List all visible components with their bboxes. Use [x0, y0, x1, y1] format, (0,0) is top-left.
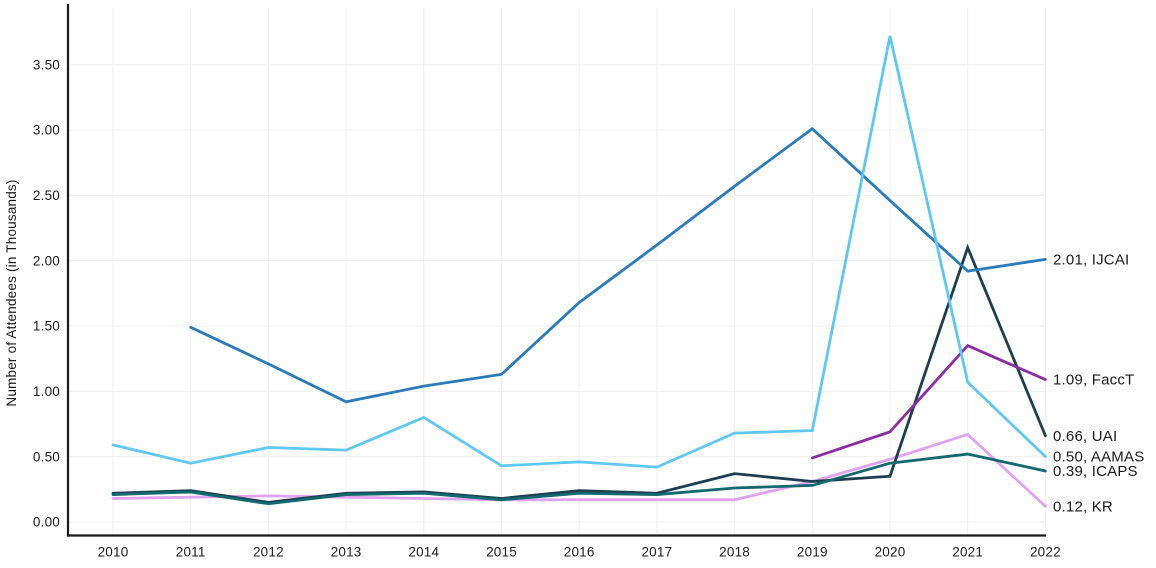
- series-line-ICAPS: [111, 452, 1047, 506]
- y-tick-label: 1.00: [33, 384, 60, 399]
- series-end-label-ICAPS: 0.39, ICAPS: [1053, 463, 1138, 480]
- y-tick-label: 2.00: [33, 253, 60, 268]
- series-end-label-UAI: 0.66, UAI: [1053, 428, 1117, 445]
- series-end-label-IJCAI: 2.01, IJCAI: [1053, 251, 1129, 268]
- x-tick-label: 2010: [98, 545, 129, 560]
- x-tick-label: 2022: [1030, 545, 1061, 560]
- series-lines: [111, 35, 1047, 508]
- x-tick-label: 2013: [331, 545, 362, 560]
- x-tick-label: 2019: [797, 545, 828, 560]
- gridlines: [68, 8, 1046, 536]
- y-tick-label: 2.50: [33, 188, 60, 203]
- x-tick-label: 2020: [875, 545, 906, 560]
- y-tick-label: 3.50: [33, 57, 60, 72]
- y-tick-label: 0.00: [33, 515, 60, 530]
- y-tick-label: 0.50: [33, 449, 60, 464]
- x-tick-label: 2016: [564, 545, 595, 560]
- series-end-label-KR: 0.12, KR: [1053, 498, 1113, 515]
- series-line-KR: [111, 432, 1047, 508]
- series-line-IJCAI: [189, 126, 1047, 404]
- x-tick-label: 2017: [641, 545, 672, 560]
- x-tick-label: 2011: [176, 545, 206, 560]
- series-end-labels: 0.12, KR 0.66, UAI 0.39, ICAPS 1.09, FaccT 2…: [1053, 251, 1144, 515]
- axes: [66, 4, 1046, 537]
- series-line-AAMAS: [111, 35, 1047, 469]
- y-axis-title: Number of Attendees (in Thousands): [4, 179, 19, 406]
- y-axis-tick-labels: 0.00 0.50 1.00 1.50 2.00 2.50 3.00 3.50: [33, 57, 60, 529]
- y-tick-label: 1.50: [33, 319, 60, 334]
- series-end-label-AAMAS: 0.50, AAMAS: [1053, 449, 1144, 466]
- series-line-FaccT: [810, 343, 1047, 460]
- x-axis-tick-labels: 2010 2011 2012 2013 2014 2015 2016 2017 2018 2019…: [98, 545, 1061, 560]
- x-tick-label: 2021: [952, 545, 983, 560]
- x-tick-label: 2014: [408, 545, 439, 560]
- series-end-label-FaccT: 1.09, FaccT: [1053, 372, 1134, 389]
- x-tick-label: 2018: [719, 545, 750, 560]
- x-tick-label: 2015: [486, 545, 517, 560]
- y-tick-label: 3.00: [33, 123, 60, 138]
- x-tick-label: 2012: [253, 545, 284, 560]
